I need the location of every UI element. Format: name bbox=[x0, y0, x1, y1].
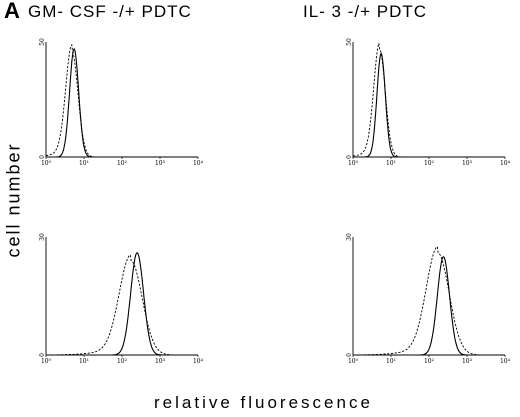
x-tick-label: 10⁰ bbox=[348, 358, 359, 365]
y-axis-label: cell number bbox=[3, 142, 24, 258]
x-tick-label: 10³ bbox=[155, 160, 166, 167]
y-tick-label: 30 bbox=[346, 233, 353, 241]
x-tick-label: 10² bbox=[117, 358, 128, 365]
solid-histogram-line bbox=[46, 251, 198, 356]
x-tick-label: 10² bbox=[117, 160, 128, 167]
x-tick-label: 10¹ bbox=[79, 160, 89, 167]
x-tick-label: 10⁰ bbox=[348, 160, 359, 167]
y-tick-label: 0 bbox=[39, 353, 46, 357]
x-tick-label: 10⁴ bbox=[500, 358, 511, 365]
panel-label: A bbox=[4, 0, 20, 23]
x-tick-label: 10² bbox=[424, 160, 435, 167]
histogram-il3-bottom: 10⁰ 10¹ 10² 10³ 10⁴ 0 30 bbox=[346, 233, 511, 365]
dashed-histogram-line bbox=[353, 246, 505, 356]
x-tick-label: 10³ bbox=[462, 160, 473, 167]
column-title-gm-csf: GM- CSF -/+ PDTC bbox=[28, 2, 192, 21]
x-axis-label: relative fluorescence bbox=[154, 393, 373, 412]
y-tick-label: 0 bbox=[346, 353, 353, 357]
x-tick-label: 10³ bbox=[462, 358, 473, 365]
y-tick-label: 50 bbox=[39, 38, 46, 46]
column-title-il3: IL- 3 -/+ PDTC bbox=[303, 2, 428, 21]
y-tick-label: 50 bbox=[346, 38, 353, 46]
x-tick-label: 10⁴ bbox=[193, 358, 204, 365]
x-tick-label: 10⁰ bbox=[41, 358, 52, 365]
x-tick-label: 10⁴ bbox=[193, 160, 204, 167]
y-tick-label: 0 bbox=[346, 155, 353, 159]
dashed-histogram-line bbox=[45, 43, 198, 158]
solid-histogram-line bbox=[353, 52, 505, 158]
x-tick-label: 10⁴ bbox=[500, 160, 511, 167]
dashed-histogram-line bbox=[352, 43, 505, 158]
y-tick-label: 0 bbox=[39, 155, 46, 159]
histogram-gm-csf-top: 10⁰ 10¹ 10² 10³ 10⁴ 0 50 bbox=[39, 38, 204, 167]
y-tick-label: 30 bbox=[39, 233, 46, 241]
dashed-histogram-line bbox=[45, 254, 198, 356]
solid-histogram-line bbox=[46, 47, 198, 158]
x-tick-label: 10¹ bbox=[386, 358, 396, 365]
x-tick-label: 10¹ bbox=[79, 358, 89, 365]
solid-histogram-line bbox=[353, 255, 505, 356]
x-tick-label: 10⁰ bbox=[41, 160, 52, 167]
x-tick-label: 10³ bbox=[155, 358, 166, 365]
histogram-il3-top: 10⁰ 10¹ 10² 10³ 10⁴ 0 50 bbox=[346, 38, 511, 167]
histogram-gm-csf-bottom: 10⁰ 10¹ 10² 10³ 10⁴ 0 30 bbox=[39, 233, 204, 365]
x-tick-label: 10² bbox=[424, 358, 435, 365]
x-tick-label: 10¹ bbox=[386, 160, 396, 167]
